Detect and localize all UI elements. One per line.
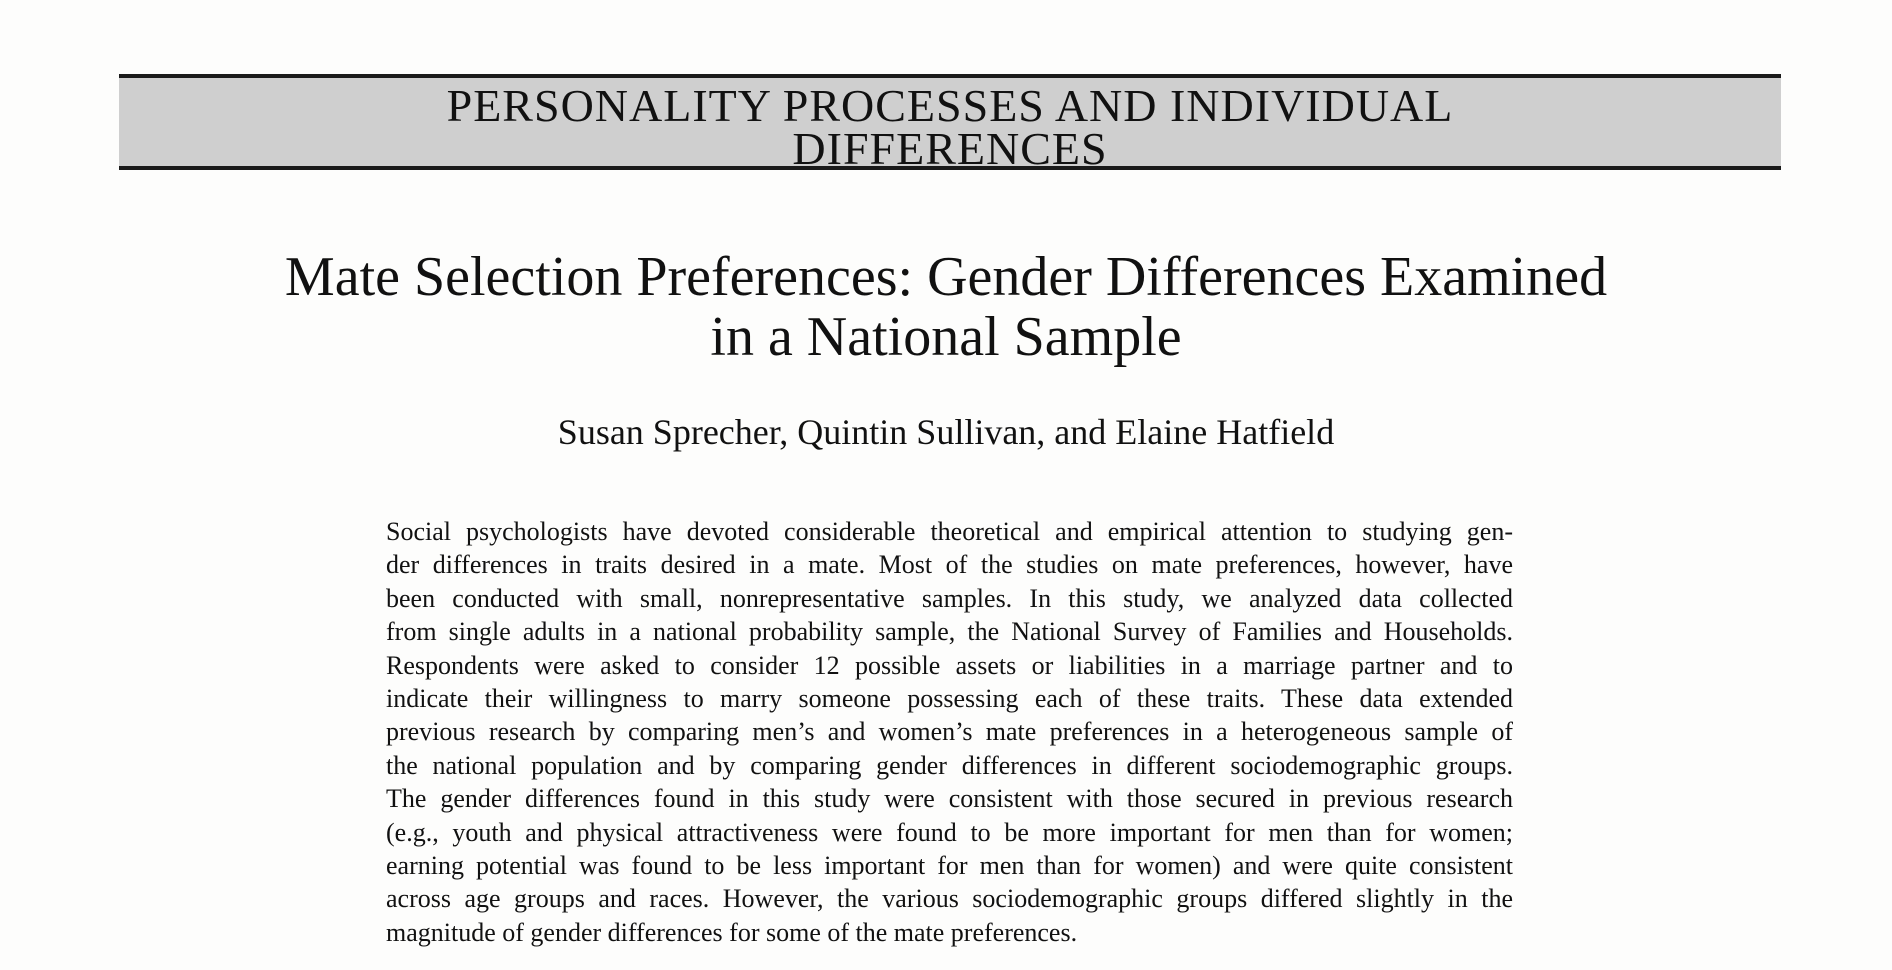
abstract: Social psychologists have devoted consid… (386, 515, 1513, 949)
section-heading-line-2: DIFFERENCES (792, 123, 1108, 174)
abstract-line: Social psychologists have devoted consid… (386, 517, 1513, 546)
abstract-line: from single adults in a national probabi… (386, 617, 1513, 647)
article-title: Mate Selection Preferences: Gender Diffe… (200, 247, 1692, 367)
article-title-line-1: Mate Selection Preferences: Gender Diffe… (284, 246, 1608, 308)
abstract-line: across age groups and races. However, th… (386, 884, 1513, 914)
section-heading-line-1: PERSONALITY PROCESSES AND INDIVIDUAL (446, 80, 1454, 131)
abstract-line: (e.g., youth and physical attractiveness… (386, 817, 1513, 847)
abstract-line: earning potential was found to be less i… (386, 851, 1513, 881)
abstract-line: the national population and by comparing… (386, 750, 1513, 780)
abstract-line: previous research by comparing men’s and… (386, 717, 1513, 747)
abstract-line: indicate their willingness to marry some… (386, 684, 1513, 714)
abstract-line: Respondents were asked to consider 12 po… (386, 650, 1513, 680)
abstract-line: der differences in traits desired in a m… (386, 550, 1513, 580)
article-title-line-2: in a National Sample (710, 306, 1182, 368)
abstract-line: The gender differences found in this stu… (386, 784, 1513, 814)
section-banner: PERSONALITY PROCESSES AND INDIVIDUAL DIF… (119, 74, 1781, 174)
section-heading: PERSONALITY PROCESSES AND INDIVIDUAL DIF… (119, 80, 1781, 174)
abstract-line: been conducted with small, nonrepresenta… (386, 583, 1513, 613)
author-list: Susan Sprecher, Quintin Sullivan, and El… (557, 412, 1335, 452)
abstract-line: magnitude of gender differences for some… (386, 917, 1078, 947)
